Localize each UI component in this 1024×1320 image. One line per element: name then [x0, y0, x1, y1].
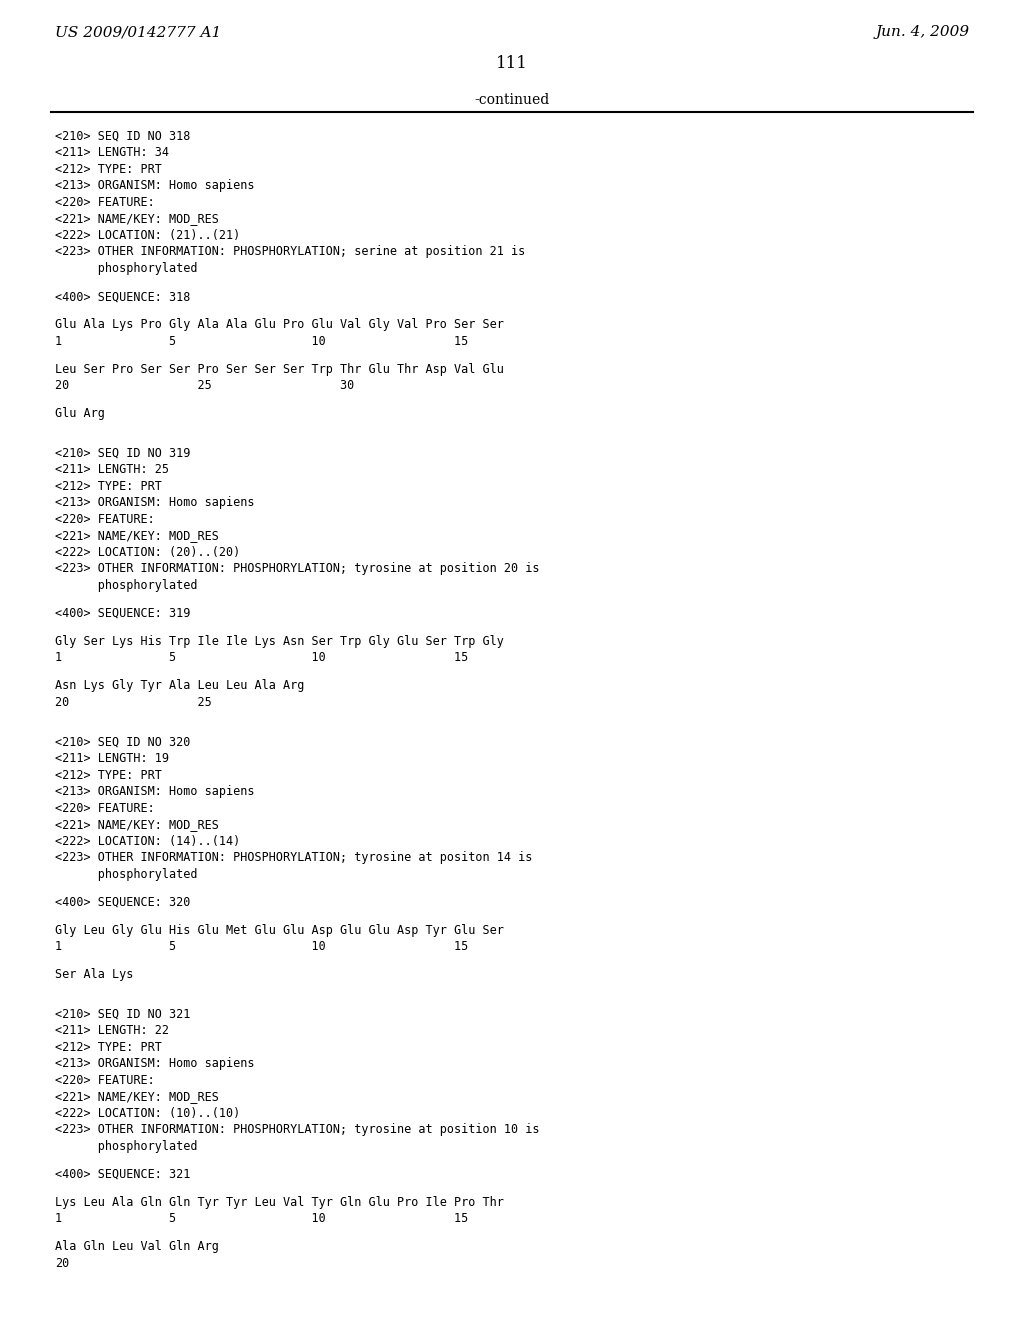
Text: 20: 20 [55, 1257, 70, 1270]
Text: <212> TYPE: PRT: <212> TYPE: PRT [55, 162, 162, 176]
Text: <223> OTHER INFORMATION: PHOSPHORYLATION; tyrosine at positon 14 is: <223> OTHER INFORMATION: PHOSPHORYLATION… [55, 851, 532, 865]
Text: Ala Gln Leu Val Gln Arg: Ala Gln Leu Val Gln Arg [55, 1241, 219, 1254]
Text: <221> NAME/KEY: MOD_RES: <221> NAME/KEY: MOD_RES [55, 529, 219, 543]
Text: phosphorylated: phosphorylated [55, 261, 198, 275]
Text: 1               5                   10                  15: 1 5 10 15 [55, 940, 468, 953]
Text: <400> SEQUENCE: 321: <400> SEQUENCE: 321 [55, 1168, 190, 1181]
Text: <400> SEQUENCE: 320: <400> SEQUENCE: 320 [55, 895, 190, 908]
Text: Leu Ser Pro Ser Ser Pro Ser Ser Ser Trp Thr Glu Thr Asp Val Glu: Leu Ser Pro Ser Ser Pro Ser Ser Ser Trp … [55, 363, 504, 376]
Text: US 2009/0142777 A1: US 2009/0142777 A1 [55, 25, 221, 40]
Text: <211> LENGTH: 34: <211> LENGTH: 34 [55, 147, 169, 160]
Text: <222> LOCATION: (21)..(21): <222> LOCATION: (21)..(21) [55, 228, 241, 242]
Text: <222> LOCATION: (14)..(14): <222> LOCATION: (14)..(14) [55, 834, 241, 847]
Text: 20                  25: 20 25 [55, 696, 212, 709]
Text: Jun. 4, 2009: Jun. 4, 2009 [876, 25, 970, 40]
Text: <223> OTHER INFORMATION: PHOSPHORYLATION; tyrosine at position 20 is: <223> OTHER INFORMATION: PHOSPHORYLATION… [55, 562, 540, 576]
Text: <221> NAME/KEY: MOD_RES: <221> NAME/KEY: MOD_RES [55, 1090, 219, 1104]
Text: <222> LOCATION: (20)..(20): <222> LOCATION: (20)..(20) [55, 545, 241, 558]
Text: <223> OTHER INFORMATION: PHOSPHORYLATION; serine at position 21 is: <223> OTHER INFORMATION: PHOSPHORYLATION… [55, 246, 525, 259]
Text: <213> ORGANISM: Homo sapiens: <213> ORGANISM: Homo sapiens [55, 180, 255, 193]
Text: <221> NAME/KEY: MOD_RES: <221> NAME/KEY: MOD_RES [55, 818, 219, 832]
Text: <220> FEATURE:: <220> FEATURE: [55, 512, 155, 525]
Text: <210> SEQ ID NO 321: <210> SEQ ID NO 321 [55, 1007, 190, 1020]
Text: 1               5                   10                  15: 1 5 10 15 [55, 334, 468, 347]
Text: Glu Ala Lys Pro Gly Ala Ala Glu Pro Glu Val Gly Val Pro Ser Ser: Glu Ala Lys Pro Gly Ala Ala Glu Pro Glu … [55, 318, 504, 331]
Text: phosphorylated: phosphorylated [55, 578, 198, 591]
Text: <211> LENGTH: 19: <211> LENGTH: 19 [55, 752, 169, 766]
Text: <221> NAME/KEY: MOD_RES: <221> NAME/KEY: MOD_RES [55, 213, 219, 226]
Text: Lys Leu Ala Gln Gln Tyr Tyr Leu Val Tyr Gln Glu Pro Ile Pro Thr: Lys Leu Ala Gln Gln Tyr Tyr Leu Val Tyr … [55, 1196, 504, 1209]
Text: Gly Leu Gly Glu His Glu Met Glu Glu Asp Glu Glu Asp Tyr Glu Ser: Gly Leu Gly Glu His Glu Met Glu Glu Asp … [55, 924, 504, 937]
Text: <220> FEATURE:: <220> FEATURE: [55, 1073, 155, 1086]
Text: -continued: -continued [474, 92, 550, 107]
Text: phosphorylated: phosphorylated [55, 867, 198, 880]
Text: <400> SEQUENCE: 319: <400> SEQUENCE: 319 [55, 607, 190, 620]
Text: <213> ORGANISM: Homo sapiens: <213> ORGANISM: Homo sapiens [55, 1057, 255, 1071]
Text: <212> TYPE: PRT: <212> TYPE: PRT [55, 1040, 162, 1053]
Text: phosphorylated: phosphorylated [55, 1139, 198, 1152]
Text: 111: 111 [496, 55, 528, 73]
Text: <211> LENGTH: 22: <211> LENGTH: 22 [55, 1024, 169, 1038]
Text: <210> SEQ ID NO 319: <210> SEQ ID NO 319 [55, 446, 190, 459]
Text: 20                  25                  30: 20 25 30 [55, 379, 354, 392]
Text: Glu Arg: Glu Arg [55, 407, 104, 420]
Text: 1               5                   10                  15: 1 5 10 15 [55, 651, 468, 664]
Text: <213> ORGANISM: Homo sapiens: <213> ORGANISM: Homo sapiens [55, 785, 255, 799]
Text: <212> TYPE: PRT: <212> TYPE: PRT [55, 768, 162, 781]
Text: <211> LENGTH: 25: <211> LENGTH: 25 [55, 463, 169, 477]
Text: <220> FEATURE:: <220> FEATURE: [55, 801, 155, 814]
Text: <223> OTHER INFORMATION: PHOSPHORYLATION; tyrosine at position 10 is: <223> OTHER INFORMATION: PHOSPHORYLATION… [55, 1123, 540, 1137]
Text: <222> LOCATION: (10)..(10): <222> LOCATION: (10)..(10) [55, 1106, 241, 1119]
Text: <400> SEQUENCE: 318: <400> SEQUENCE: 318 [55, 290, 190, 304]
Text: Ser Ala Lys: Ser Ala Lys [55, 968, 133, 981]
Text: <220> FEATURE:: <220> FEATURE: [55, 195, 155, 209]
Text: <212> TYPE: PRT: <212> TYPE: PRT [55, 479, 162, 492]
Text: <213> ORGANISM: Homo sapiens: <213> ORGANISM: Homo sapiens [55, 496, 255, 510]
Text: <210> SEQ ID NO 318: <210> SEQ ID NO 318 [55, 129, 190, 143]
Text: Asn Lys Gly Tyr Ala Leu Leu Ala Arg: Asn Lys Gly Tyr Ala Leu Leu Ala Arg [55, 680, 304, 693]
Text: Gly Ser Lys His Trp Ile Ile Lys Asn Ser Trp Gly Glu Ser Trp Gly: Gly Ser Lys His Trp Ile Ile Lys Asn Ser … [55, 635, 504, 648]
Text: <210> SEQ ID NO 320: <210> SEQ ID NO 320 [55, 735, 190, 748]
Text: 1               5                   10                  15: 1 5 10 15 [55, 1212, 468, 1225]
